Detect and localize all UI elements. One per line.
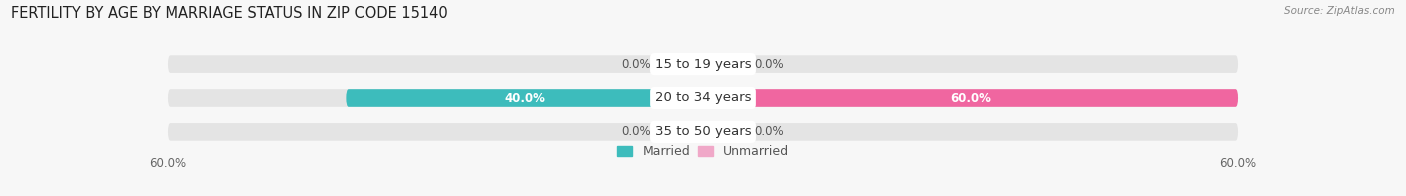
Text: Source: ZipAtlas.com: Source: ZipAtlas.com: [1284, 6, 1395, 16]
FancyBboxPatch shape: [703, 89, 1239, 107]
Text: 35 to 50 years: 35 to 50 years: [655, 125, 751, 138]
Text: 0.0%: 0.0%: [621, 125, 651, 138]
FancyBboxPatch shape: [167, 89, 1239, 107]
FancyBboxPatch shape: [346, 89, 703, 107]
Text: FERTILITY BY AGE BY MARRIAGE STATUS IN ZIP CODE 15140: FERTILITY BY AGE BY MARRIAGE STATUS IN Z…: [11, 6, 449, 21]
Text: 0.0%: 0.0%: [755, 125, 785, 138]
Text: 15 to 19 years: 15 to 19 years: [655, 58, 751, 71]
FancyBboxPatch shape: [703, 123, 748, 141]
Text: 0.0%: 0.0%: [755, 58, 785, 71]
FancyBboxPatch shape: [658, 123, 703, 141]
FancyBboxPatch shape: [167, 123, 1239, 141]
Text: 0.0%: 0.0%: [621, 58, 651, 71]
Text: 40.0%: 40.0%: [505, 92, 546, 104]
FancyBboxPatch shape: [703, 55, 748, 73]
Legend: Married, Unmarried: Married, Unmarried: [612, 140, 794, 163]
FancyBboxPatch shape: [658, 55, 703, 73]
FancyBboxPatch shape: [167, 55, 1239, 73]
Text: 20 to 34 years: 20 to 34 years: [655, 92, 751, 104]
Text: 60.0%: 60.0%: [950, 92, 991, 104]
